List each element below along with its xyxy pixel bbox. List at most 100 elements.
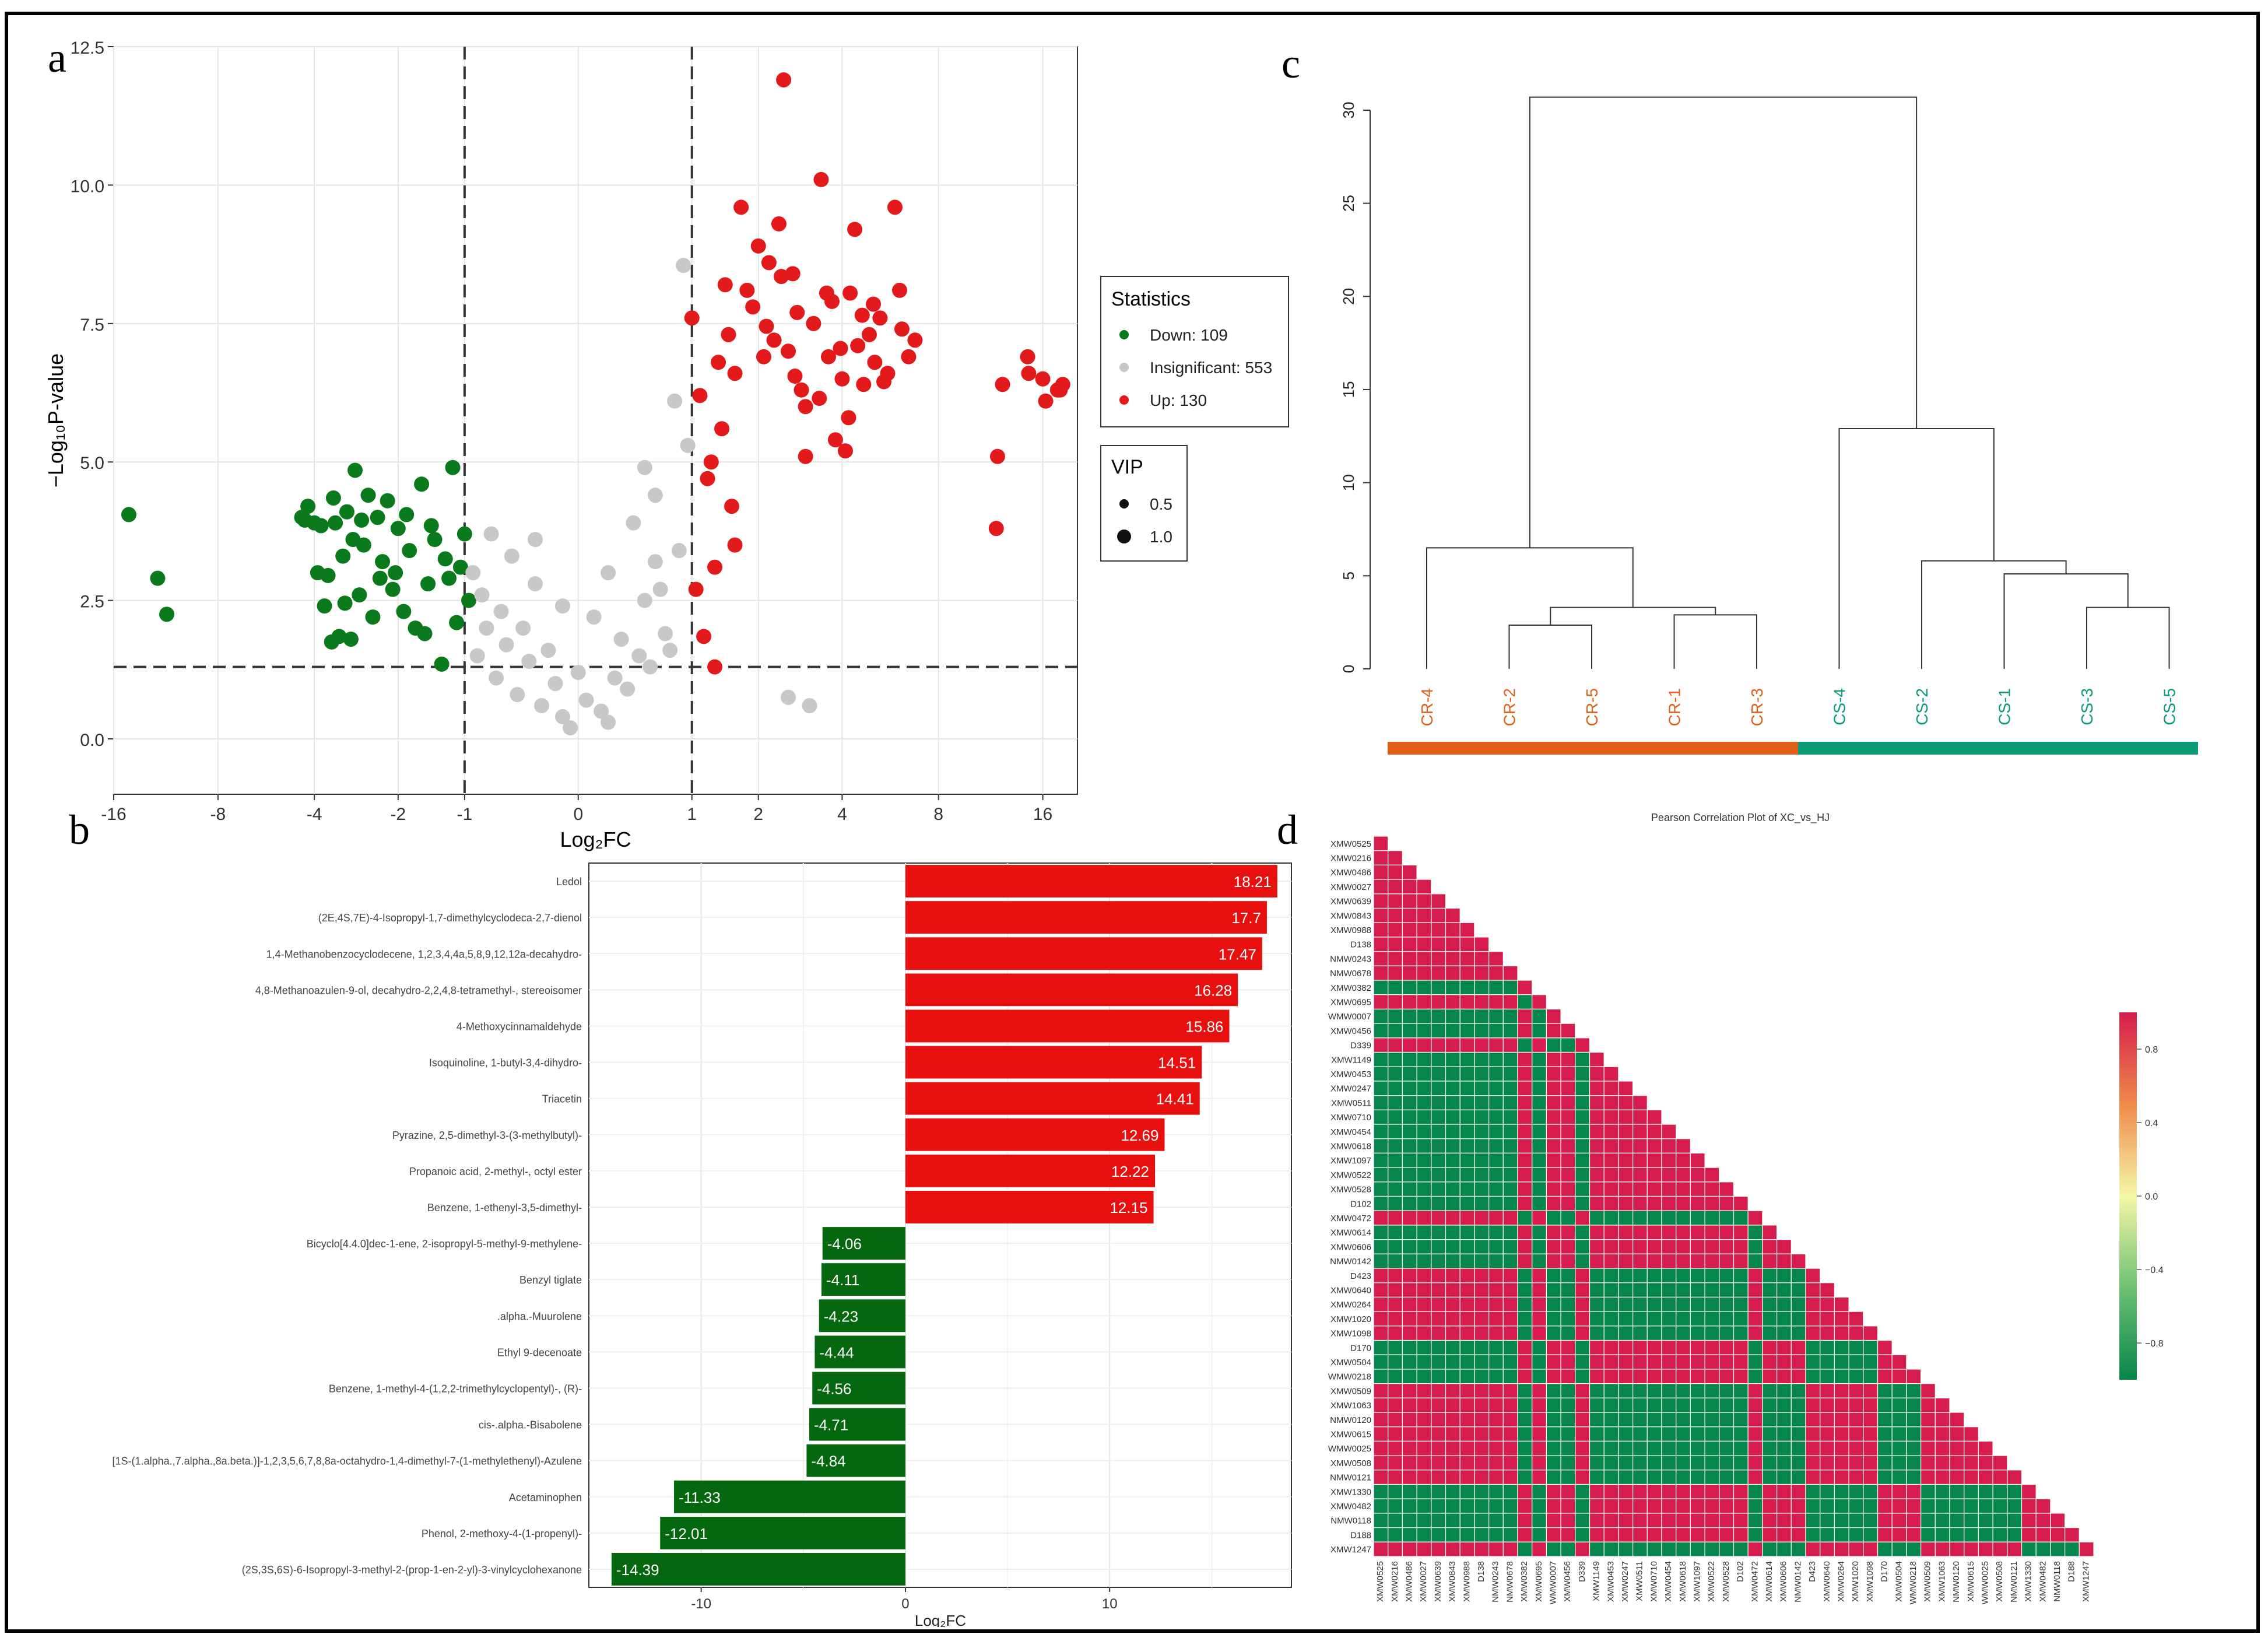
heatmap-cell: [1488, 1498, 1504, 1514]
heatmap-cell: [1589, 1268, 1605, 1284]
heatmap-cell: [1949, 1412, 1965, 1428]
heatmap-cell: [1575, 1527, 1591, 1542]
heatmap-cell: [1502, 1412, 1518, 1428]
heatmap-cell: [1474, 1253, 1490, 1269]
heatmap-cell: [1431, 1426, 1447, 1442]
heatmap-cell: [1402, 1440, 1417, 1456]
heatmap-cell: [1459, 1152, 1475, 1168]
heatmap-cell: [1488, 1167, 1504, 1183]
heatmap-cell: [1517, 1051, 1533, 1067]
heatmap-cell: [1790, 1354, 1806, 1370]
heatmap-cell: [1488, 1412, 1504, 1428]
heatmap-cell: [1373, 864, 1389, 880]
heatmap-cell: [1388, 1239, 1403, 1254]
heatmap-cell: [1488, 994, 1504, 1010]
heatmap-cell: [1603, 1138, 1619, 1154]
x-tick-label: 10: [1102, 1596, 1118, 1612]
heatmap-cell: [1891, 1383, 1907, 1398]
heatmap-cell: [1949, 1484, 1965, 1499]
scatter-point: [474, 587, 490, 603]
heatmap-cell: [1589, 1296, 1605, 1312]
heatmap-cell: [1646, 1210, 1662, 1226]
heatmap-cell: [1863, 1527, 1879, 1542]
category-label: Propanoic acid, 2-methyl-, octyl ester: [409, 1166, 582, 1177]
heatmap-cell: [1388, 1095, 1403, 1110]
heatmap-cell: [1388, 1354, 1403, 1370]
column-label: XMW0511: [1635, 1561, 1645, 1601]
scatter-point: [388, 565, 403, 581]
heatmap-cell: [1935, 1426, 1950, 1442]
volcano-plot: 0.02.55.07.510.012.5-16 -8 -4 -2 -1 0 1 2 4 8 16Lo…: [44, 38, 1289, 851]
heatmap-cell: [1632, 1282, 1648, 1298]
heatmap-cell: [1834, 1513, 1849, 1528]
scatter-point: [465, 565, 481, 581]
scatter-point: [781, 689, 796, 705]
scatter-point: [360, 488, 376, 503]
column-label: XMW1063: [1937, 1561, 1947, 1602]
scatter-point: [547, 676, 563, 692]
heatmap-cell: [1431, 893, 1447, 909]
heatmap-cell: [1719, 1369, 1735, 1384]
heatmap-cell: [1603, 1426, 1619, 1442]
heatmap-cell: [1719, 1527, 1735, 1542]
heatmap-cell: [1877, 1470, 1893, 1485]
heatmap-cell: [1532, 1397, 1547, 1413]
group-bar-cs: [1798, 742, 2198, 755]
scatter-point: [365, 609, 381, 625]
scatter-point: [1020, 349, 1035, 364]
heatmap-cell: [1517, 980, 1533, 995]
heatmap-cell: [1676, 1225, 1691, 1240]
scatter-point: [714, 421, 729, 437]
row-label: XMW0027: [1330, 882, 1371, 892]
heatmap-cell: [1431, 907, 1447, 923]
heatmap-cell: [1517, 1354, 1533, 1370]
heatmap-cell: [1603, 1484, 1619, 1499]
heatmap-cell: [2064, 1541, 2080, 1557]
heatmap-cell: [1704, 1210, 1720, 1226]
heatmap-cell: [1560, 1397, 1576, 1413]
heatmap-cell: [1661, 1354, 1677, 1370]
scatter-point: [335, 548, 351, 564]
heatmap-cell: [1416, 1225, 1432, 1240]
heatmap-cell: [1431, 1008, 1447, 1024]
heatmap-cell: [1546, 1037, 1561, 1053]
bar-value-label: -4.06: [827, 1235, 862, 1253]
scatter-point: [578, 692, 594, 708]
heatmap-cell: [1676, 1541, 1691, 1557]
heatmap-cell: [1704, 1440, 1720, 1456]
heatmap-cell: [1618, 1326, 1634, 1341]
heatmap-cell: [1661, 1412, 1677, 1428]
heatmap-cell: [1474, 1181, 1490, 1197]
heatmap-cell: [1560, 1152, 1576, 1168]
heatmap-cell: [1704, 1296, 1720, 1312]
heatmap-cell: [2064, 1527, 2080, 1542]
heatmap-cell: [1776, 1311, 1792, 1327]
heatmap-cell: [1676, 1354, 1691, 1370]
heatmap-cell: [1661, 1340, 1677, 1355]
heatmap-cell: [1978, 1498, 1993, 1514]
heatmap-cell: [1661, 1470, 1677, 1485]
scatter-point: [352, 587, 367, 603]
heatmap-cell: [1603, 1109, 1619, 1125]
heatmap-cell: [1589, 1426, 1605, 1442]
heatmap-cell: [1459, 1296, 1475, 1312]
heatmap-cell: [1546, 1354, 1561, 1370]
heatmap-cell: [1676, 1152, 1691, 1168]
heatmap-cell: [1632, 1109, 1648, 1125]
heatmap-cell: [1618, 1484, 1634, 1499]
heatmap-cell: [1805, 1426, 1821, 1442]
heatmap-cell: [1388, 1181, 1403, 1197]
heatmap-cell: [1719, 1455, 1735, 1471]
heatmap-cell: [1402, 893, 1417, 909]
heatmap-cell: [1388, 893, 1403, 909]
heatmap-cell: [1820, 1455, 1835, 1471]
heatmap-cell: [1474, 1225, 1490, 1240]
heatmap-cell: [1646, 1412, 1662, 1428]
heatmap-cell: [1733, 1268, 1749, 1284]
heatmap-cell: [1517, 1268, 1533, 1284]
heatmap-cell: [1891, 1369, 1907, 1384]
heatmap-cell: [1445, 1326, 1460, 1341]
y-tick-label: 10: [1340, 474, 1357, 491]
heatmap-cell: [1575, 1354, 1591, 1370]
heatmap-cell: [1474, 1282, 1490, 1298]
